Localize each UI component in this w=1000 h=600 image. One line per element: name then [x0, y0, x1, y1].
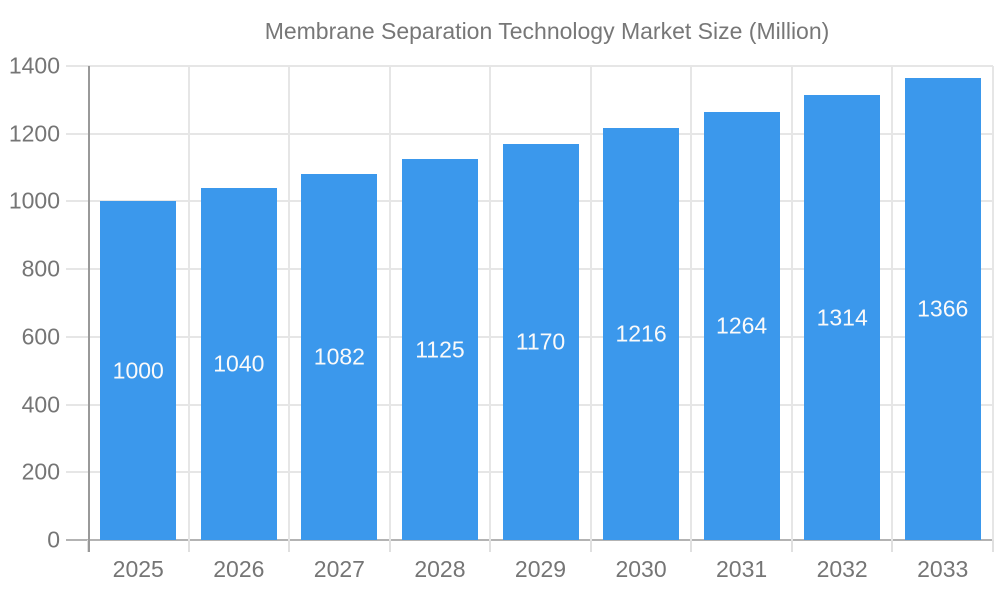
y-axis-tick-label: 0	[47, 526, 60, 553]
bar	[904, 77, 981, 540]
x-axis-tick	[388, 540, 391, 552]
x-axis-tick	[891, 540, 894, 552]
bar	[703, 112, 780, 540]
gridline-vertical	[388, 66, 391, 540]
y-axis-tick-label: 200	[21, 458, 60, 485]
bar-value-label: 1125	[415, 336, 465, 363]
x-axis-tick-label: 2033	[917, 556, 969, 582]
plot-area: 0 200 400 600 800 1000 1200 1400 1000 2025 1040 202…	[9, 53, 994, 582]
x-axis-tick-label: 2027	[313, 556, 365, 582]
bar-value-label: 1170	[515, 328, 566, 355]
bar-value-label: 1082	[313, 343, 365, 370]
y-axis-tick-label: 400	[21, 391, 60, 418]
bar-value-label: 1314	[816, 304, 868, 331]
gridline-vertical	[790, 66, 793, 540]
x-axis-tick	[489, 540, 492, 552]
x-axis-tick-label: 2030	[615, 556, 667, 582]
gridline-horizontal	[66, 132, 993, 135]
bar-value-label: 1366	[917, 295, 969, 322]
y-axis-tick-label: 1200	[8, 120, 60, 147]
bar	[301, 173, 378, 540]
x-axis-tick-label: 2029	[514, 556, 567, 582]
bar	[401, 159, 478, 540]
legend-label: Membrane Separation Technology Market Si…	[264, 18, 830, 44]
x-axis-tick	[992, 540, 994, 552]
x-axis-tick-label: 2025	[112, 556, 164, 582]
bar-value-label: 1216	[615, 320, 667, 347]
gridline-vertical	[589, 66, 592, 540]
y-axis-tick-label: 1400	[8, 52, 60, 79]
x-axis-baseline	[66, 539, 993, 541]
bar	[200, 187, 277, 540]
legend[interactable]: Membrane Separation Technology Market Si…	[0, 18, 1000, 45]
x-axis-tick-label: 2031	[716, 556, 768, 582]
gridline-vertical	[187, 66, 190, 540]
bar	[804, 95, 881, 540]
bar-value-label: 1000	[112, 357, 164, 384]
gridline-vertical	[288, 66, 291, 540]
x-axis-tick-label: 2026	[213, 556, 265, 582]
x-axis-tick	[288, 540, 291, 552]
y-axis-tick-label: 600	[21, 323, 60, 350]
gridline-vertical	[891, 66, 894, 540]
bar	[603, 128, 680, 540]
legend-color-swatch	[171, 19, 251, 44]
x-axis-tick-label: 2028	[414, 556, 466, 582]
y-axis-line	[88, 66, 90, 552]
x-axis-tick	[187, 540, 190, 552]
y-axis-tick-label: 800	[21, 255, 60, 282]
bar-value-label: 1264	[716, 312, 768, 339]
bar	[502, 143, 579, 540]
gridline-horizontal	[66, 65, 993, 67]
bar-value-label: 1040	[213, 350, 265, 377]
x-axis-tick-label: 2032	[816, 556, 868, 582]
gridline-vertical	[690, 66, 693, 540]
gridline-vertical	[489, 66, 492, 540]
x-axis-tick	[589, 540, 592, 552]
bar	[100, 201, 177, 540]
y-axis-tick-label: 1000	[8, 187, 60, 214]
x-axis-tick	[690, 540, 693, 552]
gridline-vertical	[992, 66, 994, 540]
x-axis-tick	[790, 540, 793, 552]
